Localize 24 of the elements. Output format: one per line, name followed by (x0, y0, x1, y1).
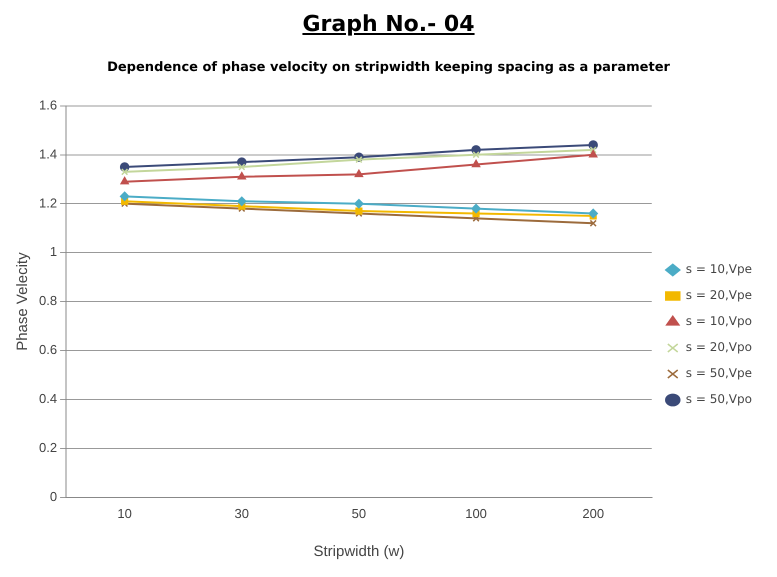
y-tick-label: 1.2 (38, 195, 58, 210)
y-tick-label: 0 (50, 488, 58, 504)
legend-label: s = 10,Vpe (686, 262, 752, 276)
legend-label: s = 50,Vpe (686, 366, 752, 380)
y-tick-label: 1.6 (38, 97, 58, 112)
y-tick-label: 0.8 (38, 293, 58, 308)
x-tick-label: 10 (117, 506, 132, 521)
x-axis-title: Stripwidth (w) (313, 543, 404, 560)
chart-title: Graph No.- 04 (302, 12, 475, 37)
legend-label: s = 50,Vpo (686, 392, 752, 406)
y-tick-label: 1 (50, 244, 58, 260)
chart-subtitle: Dependence of phase velocity on stripwidth keeping spacing as a parameter (106, 60, 671, 75)
x-tick-label: 200 (582, 506, 604, 521)
y-tick-label: 0.4 (38, 391, 58, 406)
y-tick-label: 1.4 (38, 146, 58, 162)
y-tick-label: 0.6 (38, 342, 58, 358)
legend-label: s = 20,Vpo (686, 340, 752, 354)
x-tick-label: 30 (234, 506, 250, 521)
y-axis-title: Phase Velecity (14, 252, 32, 351)
y-tick-label: 0.2 (38, 440, 58, 456)
legend-label: s = 20,Vpe (686, 288, 752, 302)
x-tick-label: 100 (465, 506, 487, 521)
legend-label: s = 10,Vpo (686, 314, 752, 328)
x-tick-label: 50 (352, 506, 366, 521)
